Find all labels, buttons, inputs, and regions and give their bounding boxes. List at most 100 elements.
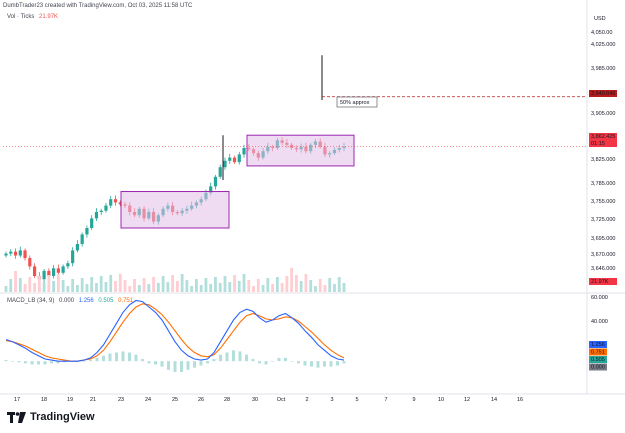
volume-bar — [118, 274, 122, 292]
volume-bar — [76, 285, 79, 292]
macd-histogram-bar — [329, 361, 333, 367]
macd-histogram-bar — [173, 361, 177, 372]
time-label: 9 — [412, 397, 415, 403]
macd-histogram-bar — [108, 353, 112, 362]
volume-bar — [114, 281, 117, 292]
volume-bar — [271, 284, 274, 292]
time-label: 16 — [517, 397, 523, 403]
volume-bar — [333, 284, 336, 292]
chart-credit: DumbTrader23 created with TradingView.co… — [3, 3, 193, 9]
volume-bar — [85, 284, 89, 292]
macd-histogram-bar — [154, 361, 157, 365]
macd-tick-label: 40.000 — [591, 319, 608, 325]
macd-badge-bg — [589, 356, 607, 363]
price-tag-bg — [589, 133, 617, 140]
price-tick-label: 3,646.000 — [591, 266, 615, 272]
macd-value-1: 0.000 — [59, 298, 75, 304]
macd-histogram-bar — [186, 361, 190, 370]
macd-histogram-bar — [43, 361, 47, 365]
macd-value-4: 0.751 — [118, 298, 134, 304]
price-tag-bg — [589, 140, 617, 147]
candle-body — [104, 205, 108, 211]
volume-bar — [99, 276, 103, 292]
macd-histogram-bar — [271, 361, 274, 362]
macd-histogram-bar — [4, 360, 8, 362]
volume-bar — [309, 280, 313, 292]
volume-bar — [294, 275, 298, 292]
candle-body — [85, 228, 89, 235]
price-tick-label: 3,670.000 — [591, 252, 615, 258]
macd-histogram-bar — [284, 357, 287, 362]
volume-bar — [204, 278, 208, 292]
volume-label: Vol · Ticks — [7, 14, 35, 20]
volume-bar — [109, 275, 113, 292]
volume-bar — [166, 282, 170, 292]
volume-bar — [299, 281, 303, 292]
candle-body — [90, 218, 94, 228]
price-tick-label: 3,985.000 — [591, 66, 615, 72]
time-label: 14 — [491, 397, 497, 403]
volume-bar — [128, 286, 132, 292]
volume-bar — [223, 276, 227, 292]
candle-body — [113, 199, 118, 203]
volume-legend: Vol · Ticks 21.97K — [7, 14, 58, 20]
volume-bar — [261, 285, 265, 292]
macd-histogram-bar — [56, 361, 60, 364]
volume-bar — [133, 279, 136, 292]
macd-histogram-bar — [102, 355, 105, 362]
volume-bar — [195, 279, 198, 292]
volume-bar — [214, 277, 217, 292]
macd-histogram-bar — [121, 351, 125, 362]
volume-bar — [156, 283, 160, 292]
macd-histogram-bar — [50, 361, 53, 364]
candle-body — [218, 167, 222, 177]
volume-bar — [161, 276, 165, 292]
macd-histogram-bar — [141, 359, 144, 362]
time-label: 17 — [14, 397, 20, 403]
volume-bar — [304, 274, 308, 292]
macd-histogram-bar — [290, 361, 294, 362]
price-tag-bg — [589, 90, 617, 97]
volume-bar — [256, 279, 260, 292]
macd-histogram-bar — [37, 361, 40, 365]
macd-histogram-bar — [167, 361, 170, 370]
candle-body — [47, 270, 51, 276]
time-label: 24 — [145, 397, 151, 403]
macd-signal-line — [5, 303, 345, 362]
volume-bar — [147, 284, 151, 292]
current-price-tag: 01:15 — [591, 141, 605, 147]
candle-body — [71, 250, 75, 264]
volume-bar — [37, 276, 41, 292]
volume-bar — [80, 278, 84, 292]
volume-bar — [190, 286, 194, 292]
macd-histogram-bar — [128, 352, 131, 362]
macd-badge: 0.751 — [591, 350, 605, 356]
macd-histogram-bar — [134, 354, 138, 362]
macd-histogram-bar — [193, 361, 196, 368]
macd-badge-bg — [589, 341, 607, 348]
time-label: 26 — [198, 397, 204, 403]
macd-histogram-bar — [212, 359, 216, 362]
time-label: 18 — [41, 397, 47, 403]
volume-bar — [52, 281, 56, 292]
volume-bar — [247, 280, 251, 292]
brand-name: TradingView — [30, 411, 95, 423]
candle-body — [237, 154, 241, 163]
volume-bar — [9, 279, 13, 292]
candle-body — [209, 186, 213, 193]
volume-value: 21.97K — [39, 14, 59, 20]
volume-bar — [56, 274, 60, 292]
macd-tick-label: 60.000 — [591, 295, 608, 301]
tradingview-logo-icon — [7, 411, 26, 423]
volume-bar — [323, 285, 327, 292]
currency-label: USD — [594, 16, 606, 22]
volume-bar — [252, 286, 255, 292]
macd-histogram-bar — [206, 361, 209, 364]
consolidation-box — [120, 191, 230, 229]
target-price-tag: 3,940.046 — [591, 91, 615, 97]
candle-body — [94, 212, 99, 219]
candle-body — [28, 258, 32, 267]
time-label: 19 — [67, 397, 73, 403]
volume-bar — [123, 280, 127, 292]
